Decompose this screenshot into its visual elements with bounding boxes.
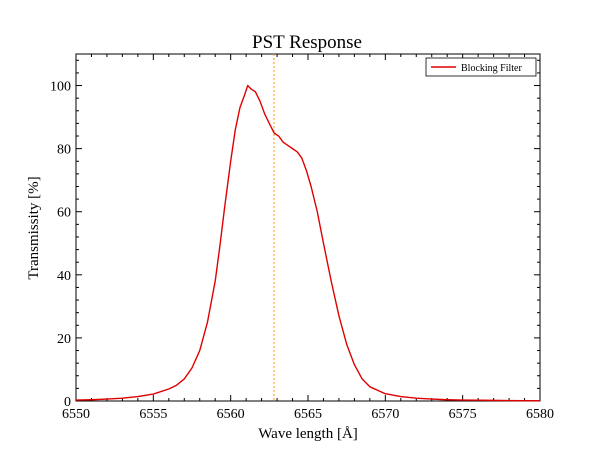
series-line-0 xyxy=(75,84,540,402)
x-tick-label: 6555 xyxy=(139,407,167,422)
legend-box xyxy=(425,57,537,77)
y-axis-label: Transmissity [%] xyxy=(26,176,42,279)
series-layer xyxy=(75,84,540,402)
y-axis-ticks: 0 20 40 60 80 100 xyxy=(50,59,540,410)
y-tick-label: 100 xyxy=(50,80,71,95)
legend: Blocking Filter xyxy=(425,57,537,77)
x-axis-label: Wave length [Å] xyxy=(258,426,358,442)
x-tick-label: 6570 xyxy=(371,407,399,422)
chart-title: PST Response xyxy=(252,32,362,53)
x-tick-label: 6560 xyxy=(217,407,245,422)
legend-label: Blocking Filter xyxy=(461,63,523,74)
x-tick-label: 6565 xyxy=(294,407,322,422)
x-tick-label: 6580 xyxy=(526,407,554,422)
y-tick-label: 60 xyxy=(57,206,71,221)
y-tick-label: 80 xyxy=(57,143,71,158)
y-tick-label: 20 xyxy=(57,332,71,347)
x-tick-label: 6550 xyxy=(62,407,90,422)
x-tick-label: 6575 xyxy=(449,407,477,422)
y-tick-label: 40 xyxy=(57,269,71,284)
y-tick-label: 0 xyxy=(64,395,71,410)
